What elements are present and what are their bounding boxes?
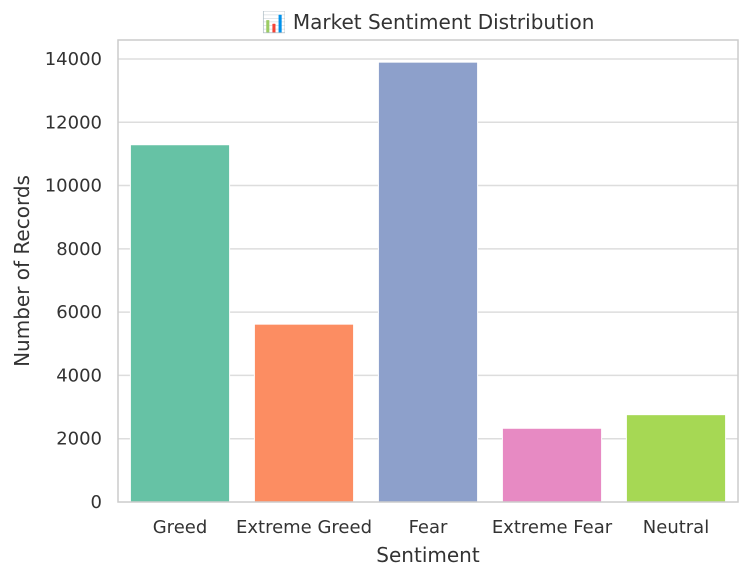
bar-extreme-fear	[501, 427, 603, 503]
y-tick-label: 12000	[45, 112, 102, 133]
y-tick-label: 6000	[56, 302, 102, 323]
y-tick-label: 2000	[56, 429, 102, 450]
bar-neutral	[625, 414, 727, 503]
y-tick-label: 4000	[56, 365, 102, 386]
y-tick-label: 0	[91, 492, 102, 513]
y-tick-labels: 0 2000 4000 6000 8000 10000 12000 14000	[45, 49, 102, 513]
bars	[129, 61, 727, 503]
plot-frame	[117, 39, 739, 503]
y-tick-label: 14000	[45, 49, 102, 70]
bar-greed	[129, 144, 231, 503]
y-axis-label: Number of Records	[10, 175, 34, 367]
x-tick-label: Neutral	[643, 517, 709, 538]
chart-title: 📊 Market Sentiment Distribution	[262, 10, 595, 34]
x-tick-label: Fear	[409, 517, 448, 538]
bar-fear	[377, 61, 479, 503]
x-tick-label: Greed	[153, 517, 208, 538]
x-tick-label: Extreme Fear	[492, 517, 613, 538]
y-tick-label: 8000	[56, 239, 102, 260]
bar-extreme-greed	[253, 323, 355, 503]
x-tick-labels: Greed Extreme Greed Fear Extreme Fear Neutra…	[153, 517, 709, 538]
x-axis-label: Sentiment	[376, 543, 480, 567]
x-tick-label: Extreme Greed	[236, 517, 372, 538]
y-tick-label: 10000	[45, 176, 102, 197]
